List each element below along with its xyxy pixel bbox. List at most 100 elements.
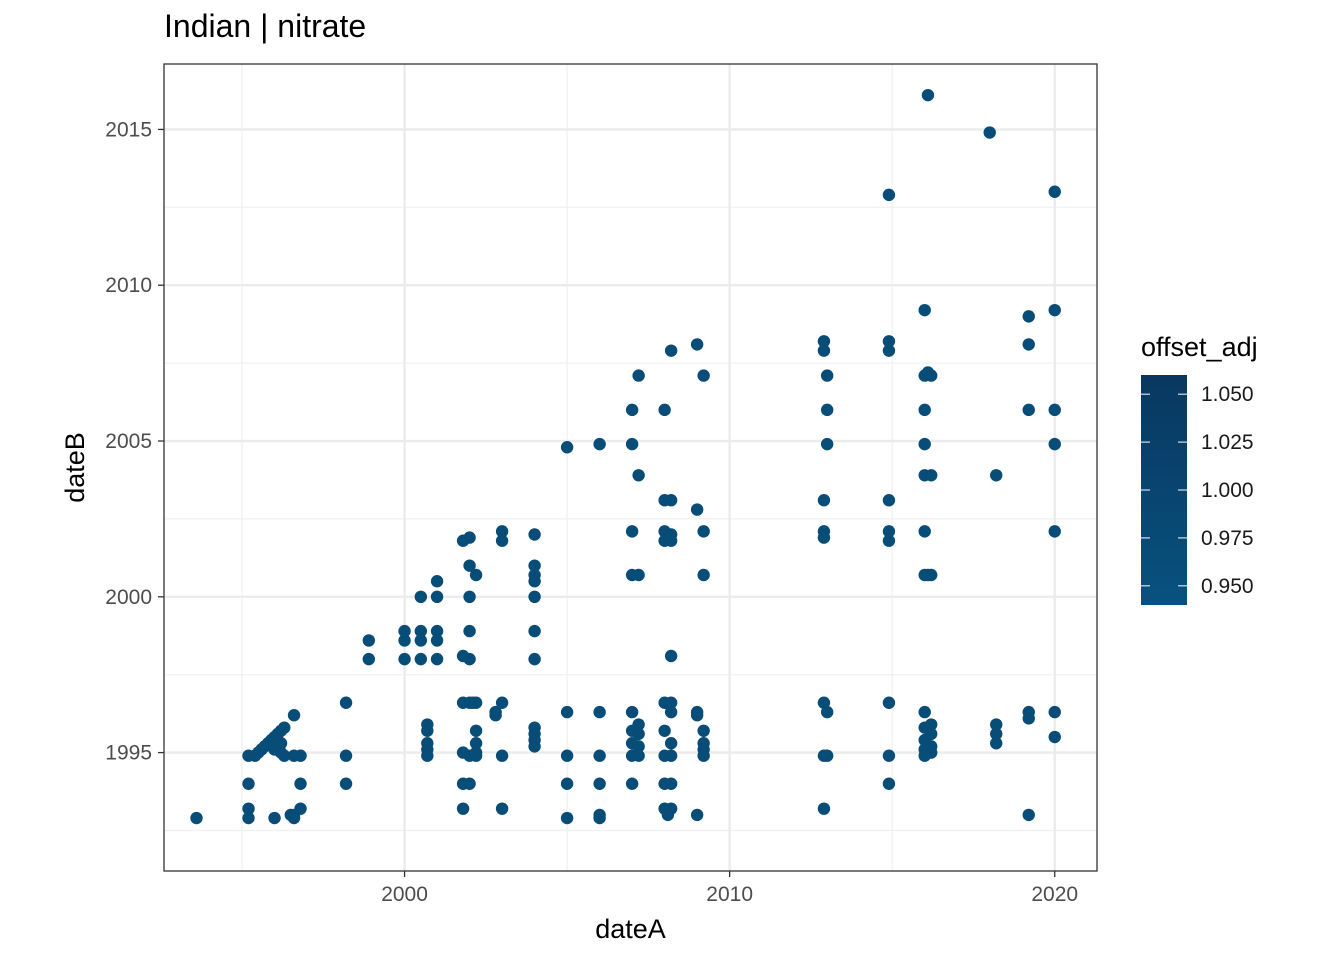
data-point (362, 652, 376, 666)
data-point (990, 469, 1003, 482)
data-point (918, 525, 931, 538)
data-point (690, 709, 704, 722)
data-point (664, 777, 678, 790)
data-point (414, 634, 428, 647)
data-point (414, 652, 428, 666)
data-point (469, 737, 483, 750)
data-point (362, 634, 376, 647)
data-point (690, 338, 704, 351)
data-point (528, 528, 541, 541)
data-point (528, 652, 541, 666)
data-point (466, 696, 480, 709)
data-point (1048, 185, 1061, 198)
grid-lines (164, 64, 1097, 871)
data-point (469, 724, 483, 737)
data-point (632, 369, 645, 382)
data-point (664, 494, 678, 507)
data-point (882, 335, 896, 348)
data-point (925, 469, 938, 482)
data-point (495, 749, 509, 762)
data-point (1022, 712, 1035, 725)
data-point (882, 749, 896, 762)
legend-tick-label: 1.000 (1201, 479, 1254, 502)
data-point (625, 437, 639, 451)
data-point (398, 624, 411, 638)
data-point (339, 696, 353, 709)
data-point (1022, 403, 1035, 417)
y-tick-label: 2015 (105, 118, 152, 141)
data-point (339, 749, 353, 762)
y-tick-label: 1995 (105, 742, 152, 765)
legend-tick-label: 1.025 (1201, 431, 1254, 454)
data-point (690, 808, 704, 822)
data-point (274, 737, 288, 750)
data-points (190, 88, 1061, 825)
data-point (560, 749, 574, 762)
data-point (690, 503, 704, 516)
colorbar-ticks: 0.950 0.975 1.000 1.025 1.050 (1141, 383, 1254, 598)
data-point (463, 777, 476, 790)
chart-title: Indian | nitrate (164, 8, 367, 44)
data-point (882, 696, 896, 709)
data-point (925, 746, 938, 759)
data-point (495, 802, 509, 815)
x-tick-label: 2010 (706, 883, 753, 906)
data-point (1048, 730, 1061, 744)
data-point (495, 696, 509, 709)
legend-tick-label: 0.950 (1201, 575, 1254, 598)
data-point (817, 344, 831, 357)
data-point (560, 811, 574, 825)
data-point (990, 718, 1003, 731)
data-point (414, 590, 428, 604)
data-point (495, 525, 509, 538)
data-point (398, 634, 411, 647)
data-point (820, 403, 834, 417)
y-tick-label: 2005 (105, 430, 152, 453)
data-point (421, 724, 434, 737)
x-axis-title: dateA (595, 914, 666, 944)
data-point (268, 811, 281, 825)
data-point (430, 624, 444, 638)
data-point (1048, 403, 1061, 417)
data-point (242, 777, 255, 790)
data-point (625, 403, 639, 417)
data-point (278, 721, 291, 734)
data-point (817, 494, 831, 507)
data-point (414, 624, 428, 638)
data-point (463, 590, 476, 604)
data-point (664, 802, 678, 815)
data-point (664, 705, 678, 719)
data-point (625, 705, 639, 719)
data-point (560, 705, 574, 719)
data-point (921, 568, 935, 582)
data-point (820, 437, 834, 451)
data-point (430, 575, 444, 588)
data-point (632, 568, 645, 582)
data-point (664, 737, 678, 750)
y-tick-label: 2010 (105, 274, 152, 297)
data-point (632, 469, 645, 482)
data-point (1048, 525, 1061, 538)
data-point (1048, 437, 1061, 451)
data-point (528, 590, 541, 604)
data-point (287, 709, 301, 722)
data-point (632, 727, 645, 741)
data-point (463, 531, 476, 544)
data-point (990, 737, 1003, 750)
data-point (430, 590, 444, 604)
data-point (664, 649, 678, 663)
data-point (658, 724, 671, 737)
data-point (632, 740, 645, 753)
data-point (593, 811, 606, 825)
data-point (817, 802, 831, 815)
data-point (882, 525, 896, 538)
data-point (430, 634, 444, 647)
axes: 2000 2010 2020 1995 2000 2005 2010 2015 (105, 118, 1078, 906)
data-point (528, 575, 541, 588)
data-point (918, 303, 931, 317)
data-point (469, 568, 483, 582)
data-point (463, 559, 476, 572)
data-point (398, 652, 411, 666)
data-point (294, 777, 307, 790)
